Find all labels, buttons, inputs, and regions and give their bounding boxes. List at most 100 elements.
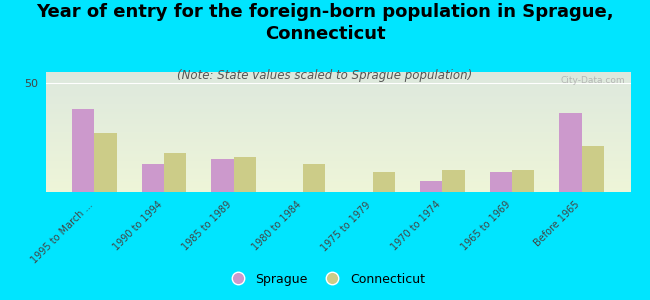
Bar — [46, 176, 630, 178]
Bar — [46, 114, 630, 115]
Bar — [46, 180, 630, 181]
Bar — [46, 107, 630, 108]
Bar — [46, 128, 630, 130]
Bar — [142, 164, 164, 192]
Bar — [46, 190, 630, 191]
Bar — [46, 76, 630, 77]
Bar — [46, 187, 630, 188]
Bar — [443, 170, 465, 192]
Text: Year of entry for the foreign-born population in Sprague,
Connecticut: Year of entry for the foreign-born popul… — [36, 3, 614, 43]
Bar — [46, 131, 630, 132]
Bar — [46, 172, 630, 173]
Bar — [46, 79, 630, 80]
Bar — [46, 166, 630, 167]
Bar — [46, 127, 630, 128]
Bar — [46, 110, 630, 112]
Bar — [46, 161, 630, 162]
Bar — [46, 95, 630, 96]
Bar — [46, 125, 630, 126]
Bar — [46, 188, 630, 190]
Bar — [46, 184, 630, 185]
Bar — [46, 101, 630, 102]
Bar — [46, 118, 630, 119]
Bar — [46, 142, 630, 143]
Bar — [46, 77, 630, 78]
Bar — [420, 181, 443, 192]
Bar — [46, 85, 630, 86]
Bar — [46, 82, 630, 83]
Bar — [46, 106, 630, 107]
Bar — [46, 186, 630, 187]
Bar — [46, 174, 630, 175]
Bar — [46, 112, 630, 113]
Bar — [46, 102, 630, 103]
Bar — [46, 109, 630, 110]
Bar — [46, 104, 630, 106]
Bar — [46, 160, 630, 161]
Bar — [46, 156, 630, 157]
Bar — [46, 168, 630, 169]
Bar — [46, 97, 630, 98]
Bar — [46, 144, 630, 145]
Bar — [46, 134, 630, 136]
Bar — [46, 116, 630, 118]
Bar — [512, 170, 534, 192]
Bar — [46, 182, 630, 184]
Bar — [46, 148, 630, 149]
Bar — [94, 133, 116, 192]
Bar — [46, 179, 630, 180]
Bar — [46, 103, 630, 104]
Bar — [46, 154, 630, 155]
Bar — [46, 91, 630, 92]
Bar — [46, 163, 630, 164]
Bar — [560, 113, 582, 192]
Bar — [489, 172, 512, 192]
Bar — [46, 133, 630, 134]
Bar — [46, 145, 630, 146]
Bar — [46, 119, 630, 120]
Bar — [46, 150, 630, 151]
Bar — [46, 88, 630, 89]
Bar — [46, 100, 630, 101]
Bar — [46, 139, 630, 140]
Bar — [46, 164, 630, 166]
Bar — [46, 162, 630, 163]
Bar — [46, 151, 630, 152]
Bar — [46, 121, 630, 122]
Bar — [46, 191, 630, 192]
Bar — [46, 170, 630, 172]
Bar — [46, 149, 630, 150]
Bar — [46, 120, 630, 121]
Bar — [46, 152, 630, 154]
Bar — [46, 158, 630, 160]
Bar — [46, 178, 630, 179]
Bar — [46, 181, 630, 182]
Bar — [164, 153, 187, 192]
Legend: Sprague, Connecticut: Sprague, Connecticut — [220, 268, 430, 291]
Bar — [46, 90, 630, 91]
Bar — [46, 86, 630, 88]
Bar — [46, 157, 630, 158]
Bar — [46, 146, 630, 148]
Bar — [46, 74, 630, 76]
Bar — [373, 172, 395, 192]
Bar — [46, 115, 630, 116]
Bar — [46, 108, 630, 109]
Bar — [46, 92, 630, 94]
Bar — [46, 73, 630, 74]
Bar — [46, 83, 630, 84]
Bar — [46, 132, 630, 133]
Bar — [46, 78, 630, 79]
Bar — [46, 175, 630, 176]
Bar — [46, 155, 630, 156]
Bar — [46, 143, 630, 144]
Bar — [46, 173, 630, 174]
Bar — [46, 96, 630, 97]
Bar — [46, 140, 630, 142]
Bar — [303, 164, 326, 192]
Text: (Note: State values scaled to Sprague population): (Note: State values scaled to Sprague po… — [177, 69, 473, 82]
Bar — [46, 137, 630, 138]
Bar — [46, 72, 630, 73]
Bar — [233, 157, 256, 192]
Bar — [46, 167, 630, 168]
